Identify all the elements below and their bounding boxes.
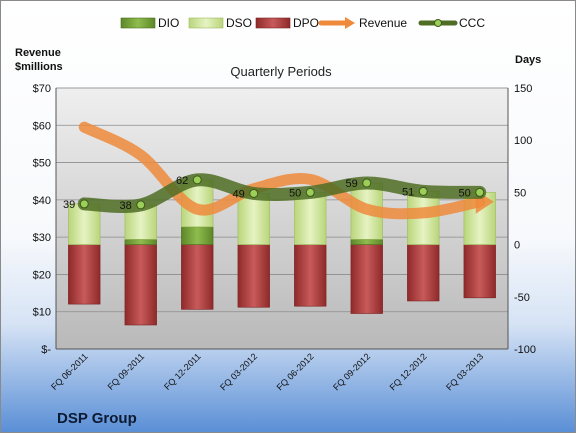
right-tick-label: -100	[514, 344, 536, 356]
legend-label-dso: DSO	[226, 16, 252, 30]
bar-dso	[294, 192, 327, 245]
ccc-data-label: 62	[176, 175, 188, 187]
bar-dpo	[237, 244, 270, 308]
left-tick-label: $30	[33, 232, 51, 244]
category-label: FQ 09-2012	[331, 351, 372, 392]
ccc-line	[77, 173, 487, 213]
right-tick-label: 100	[514, 135, 532, 147]
category-label: FQ 06-2012	[275, 351, 316, 392]
bar-dpo	[463, 244, 496, 299]
bar-dso	[237, 193, 270, 245]
legend-swatch-dpo	[255, 17, 291, 29]
left-tick-label: $40	[33, 195, 51, 207]
ccc-data-label: 51	[402, 186, 414, 198]
bar-dpo	[68, 244, 101, 305]
bar-dpo	[124, 244, 157, 326]
category-label: FQ 12-2011	[162, 351, 203, 392]
legend-label-revenue: Revenue	[359, 16, 407, 30]
left-tick-label: $60	[33, 120, 51, 132]
left-axis-title-line2: $millions	[15, 61, 63, 73]
bar-dpo	[407, 244, 440, 302]
bar-dpo	[181, 244, 214, 310]
ccc-marker	[192, 175, 202, 185]
legend-label-dpo: DPO	[293, 16, 319, 30]
right-tick-label: 50	[514, 187, 526, 199]
category-label: FQ 03-2012	[218, 351, 259, 392]
ccc-data-label: 49	[233, 188, 245, 200]
left-tick-label: $70	[33, 83, 51, 95]
chart-title: Quarterly Periods	[230, 64, 332, 79]
bar-dpo	[350, 244, 383, 314]
category-label: FQ 03-2013	[444, 351, 485, 392]
left-tick-label: $20	[33, 269, 51, 281]
bar-dio	[181, 226, 214, 245]
legend-label-dio: DIO	[158, 16, 179, 30]
ccc-data-label: 38	[120, 200, 132, 212]
bar-dio	[350, 239, 383, 245]
ccc-data-label: 50	[289, 187, 301, 199]
legend-arrowhead-revenue	[345, 17, 355, 29]
left-axis-title-line1: Revenue	[15, 47, 61, 59]
ccc-marker	[305, 187, 315, 197]
ccc-marker	[475, 187, 485, 197]
ccc-data-label: 50	[459, 187, 471, 199]
ccc-marker	[418, 186, 428, 196]
right-tick-label: 0	[514, 240, 520, 252]
legend-label-ccc: CCC	[459, 16, 485, 30]
left-tick-label: $10	[33, 307, 51, 319]
bar-dio	[124, 239, 157, 245]
left-tick-label: $-	[41, 344, 51, 356]
ccc-data-label: 59	[346, 178, 358, 190]
category-label: FQ 06-2011	[49, 351, 90, 392]
legend-marker-ccc	[434, 19, 442, 27]
right-axis-title: Days	[515, 54, 541, 66]
company-name: DSP Group	[57, 410, 137, 427]
legend-swatch-dso	[188, 17, 224, 29]
ccc-marker	[79, 199, 89, 209]
left-tick-label: $50	[33, 158, 51, 170]
bar-dpo	[294, 244, 327, 307]
ccc-data-label: 39	[63, 199, 75, 211]
ccc-marker	[362, 178, 372, 188]
category-label: FQ 12-2012	[388, 351, 429, 392]
plot-area	[55, 87, 509, 350]
ccc-marker	[136, 200, 146, 210]
right-tick-label: -50	[514, 292, 530, 304]
revenue-line	[78, 121, 486, 220]
right-tick-label: 150	[514, 83, 532, 95]
legend-swatch-dio	[120, 17, 156, 29]
ccc-marker	[249, 188, 259, 198]
category-label: FQ 09-2011	[106, 351, 147, 392]
